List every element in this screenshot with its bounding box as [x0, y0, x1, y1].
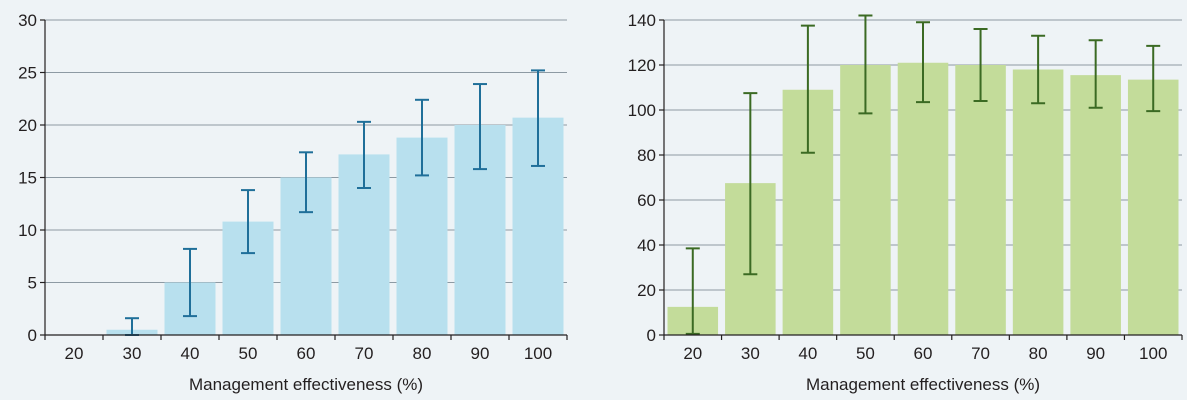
chart-2-y-tick-label: 100 [628, 101, 656, 120]
chart-right: 0 20 40 60 80 100 120 140 20 30 40 50 60 70 80 90 100 Man… [628, 11, 1183, 394]
chart-2-y-tick-label: 60 [637, 191, 656, 210]
chart-2-x-tick-label: 70 [971, 344, 990, 363]
chart-1-y-tick-label: 0 [28, 326, 37, 345]
chart-1-x-tick-label: 50 [239, 344, 258, 363]
chart-2-bar [897, 62, 949, 335]
chart-2-x-axis-title: Management effectiveness (%) [806, 375, 1040, 394]
chart-2-error-bar [800, 24, 815, 154]
chart-2-y-tick-label: 0 [647, 326, 656, 345]
chart-1-error-bar [241, 189, 255, 255]
chart-2-x-tick-label: 100 [1139, 344, 1167, 363]
chart-2-bar [955, 65, 1006, 335]
chart-2-x-tick-label: 30 [741, 344, 760, 363]
chart-1-x-tick-label: 60 [297, 344, 316, 363]
chart-1-y-tick-label: 5 [28, 274, 37, 293]
chart-1-error-bar [183, 247, 197, 318]
chart-2-error-bar [1031, 34, 1046, 105]
chart-1-y-tick-label: 30 [18, 11, 37, 30]
chart-2-error-bar [685, 247, 700, 335]
chart-2-error-bar [1146, 44, 1161, 113]
chart-1-y-tick-label: 25 [18, 64, 37, 83]
chart-1-x-tick-label: 30 [123, 344, 142, 363]
chart-2-y-tick-label: 120 [628, 56, 656, 75]
chart-1-x-tick-label: 20 [65, 344, 84, 363]
chart-1-y-tick-label: 20 [18, 116, 37, 135]
chart-2-error-bar [916, 21, 930, 104]
chart-1-x-tick-label: 80 [413, 344, 432, 363]
chart-2-error-bar [973, 28, 988, 102]
chart-1-error-bar [473, 83, 487, 171]
chart-left: 0 5 10 15 20 25 30 20 30 40 50 60 70 80 90 100 Managemen… [18, 11, 568, 394]
chart-2-x-tick-label: 50 [856, 344, 875, 363]
chart-1-error-bar [415, 98, 429, 177]
chart-2-y-tick-label: 140 [628, 11, 656, 30]
chart-2-error-bar [1088, 39, 1103, 109]
chart-1-x-tick-label: 40 [181, 344, 200, 363]
chart-1-error-bar [299, 151, 313, 214]
chart-2-x-tick-label: 40 [798, 344, 817, 363]
chart-1-x-tick-label: 100 [524, 344, 552, 363]
chart-1-error-bar [357, 120, 371, 189]
chart-2-error-bar [743, 92, 758, 276]
chart-2-x-tick-label: 60 [914, 344, 933, 363]
chart-2-y-tick-label: 80 [637, 146, 656, 165]
chart-1-x-axis-title: Management effectiveness (%) [189, 375, 423, 394]
chart-2-bar [1127, 79, 1179, 335]
chart-1-y-tick-label: 10 [18, 221, 37, 240]
chart-1-error-bar [531, 69, 545, 167]
chart-1-y-tick-label: 15 [18, 169, 37, 188]
chart-2-bar [1070, 75, 1121, 335]
chart-1-x-tick-label: 90 [471, 344, 490, 363]
chart-2-x-tick-label: 80 [1029, 344, 1048, 363]
chart-2-x-tick-label: 90 [1086, 344, 1105, 363]
chart-2-error-bar [858, 14, 873, 115]
chart-2-bar [1012, 69, 1064, 335]
chart-2-x-tick-label: 20 [683, 344, 702, 363]
chart-2-y-tick-label: 40 [637, 236, 656, 255]
chart-2-y-tick-label: 20 [637, 281, 656, 300]
chart-1-x-tick-label: 70 [355, 344, 374, 363]
